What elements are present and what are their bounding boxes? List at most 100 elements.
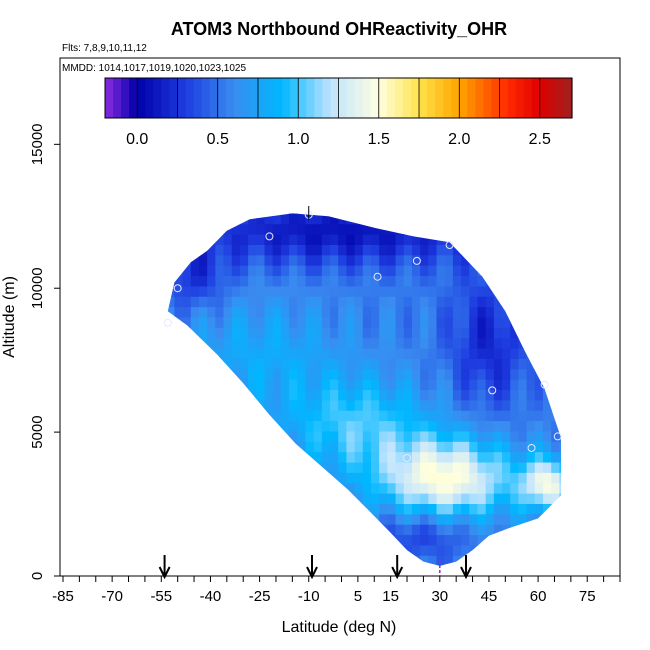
heatmap-cell — [543, 513, 552, 525]
colorbar-segment — [483, 78, 493, 118]
heatmap-cell — [289, 379, 298, 391]
heatmap-cell — [280, 306, 290, 318]
heatmap-cell — [510, 358, 519, 370]
heatmap-cell — [248, 337, 257, 349]
colorbar-segment — [475, 78, 485, 118]
heatmap-cell — [370, 306, 380, 318]
heatmap-cell — [387, 441, 397, 453]
heatmap-cell — [215, 285, 225, 297]
heatmap-cell — [166, 193, 175, 204]
heatmap-cell — [395, 462, 405, 473]
heatmap-cell — [174, 503, 184, 515]
heatmap-cell — [182, 410, 192, 422]
heatmap-cell — [370, 451, 380, 463]
heatmap-cell — [231, 368, 241, 380]
heatmap-cell — [428, 441, 438, 453]
heatmap-cell — [256, 234, 265, 245]
heatmap-cell — [502, 462, 511, 473]
heatmap-cell — [551, 503, 560, 515]
heatmap-cell — [461, 306, 470, 318]
heatmap-cell — [182, 472, 192, 484]
heatmap-cell — [190, 565, 200, 566]
heatmap-cell — [436, 213, 446, 214]
sample-point — [488, 386, 497, 395]
heatmap-cell — [559, 493, 562, 504]
heatmap-cell — [281, 193, 290, 204]
heatmap-cell — [190, 430, 200, 442]
heatmap-cell — [215, 234, 225, 245]
heatmap-cell — [198, 524, 208, 536]
heatmap-cell — [502, 213, 511, 214]
heatmap-cell — [338, 368, 347, 380]
heatmap-cell — [272, 451, 282, 463]
heatmap-cell — [264, 213, 274, 225]
heatmap-cell — [297, 420, 306, 432]
heatmap-cell — [289, 296, 298, 308]
colorbar-segment — [201, 78, 211, 118]
heatmap-cell — [518, 296, 528, 308]
heatmap-cell — [428, 389, 438, 401]
heatmap-cell — [158, 493, 167, 504]
heatmap-cell — [534, 213, 544, 214]
heatmap-cell — [411, 493, 421, 504]
heatmap-cell — [551, 441, 560, 453]
heatmap-cell — [239, 348, 249, 359]
heatmap-cell — [510, 482, 519, 494]
heatmap-cell — [559, 317, 562, 328]
heatmap-cell — [321, 482, 331, 494]
heatmap-cell — [256, 544, 265, 556]
heatmap-cell — [248, 285, 257, 297]
heatmap-cell — [477, 223, 487, 235]
heatmap-cell — [362, 565, 372, 566]
heatmap-cell — [215, 213, 225, 225]
heatmap-cell — [167, 503, 175, 515]
heatmap-cell — [420, 306, 429, 318]
heatmap-cell — [256, 534, 265, 546]
heatmap-cell — [527, 193, 536, 204]
heatmap-cell — [411, 337, 421, 349]
heatmap-cell — [362, 368, 372, 380]
heatmap-cell — [305, 379, 315, 391]
heatmap-cell — [272, 223, 282, 235]
heatmap-cell — [436, 544, 446, 556]
flights-label: Flts: 7,8,9,10,11,12 — [62, 43, 147, 54]
colorbar-segment — [467, 78, 476, 118]
heatmap-cell — [321, 265, 331, 277]
heatmap-cell — [395, 472, 405, 484]
heatmap-cell — [534, 337, 544, 349]
heatmap-cell — [297, 379, 306, 391]
y-tick-label: 15000 — [29, 123, 46, 165]
heatmap-cell — [321, 379, 331, 391]
heatmap-cell — [313, 441, 323, 453]
heatmap-cell — [452, 348, 462, 359]
heatmap-cell — [477, 306, 487, 318]
heatmap-cell — [395, 317, 405, 328]
heatmap-cell — [411, 213, 421, 214]
heatmap-cell — [248, 223, 257, 235]
heatmap-cell — [207, 420, 216, 432]
heatmap-cell — [559, 534, 562, 546]
heatmap-cell — [510, 275, 519, 287]
heatmap-cell — [190, 213, 200, 225]
heatmap-cell — [493, 565, 503, 566]
heatmap-cell — [239, 327, 249, 339]
heatmap-cell — [477, 358, 487, 370]
heatmap-cell — [330, 430, 339, 442]
heatmap-cell — [543, 503, 552, 515]
heatmap-cell — [158, 441, 167, 452]
heatmap-cell — [469, 441, 478, 453]
heatmap-cell — [289, 534, 298, 546]
heatmap-cell — [321, 254, 331, 266]
heatmap-cell — [215, 399, 225, 411]
heatmap-cell — [346, 317, 356, 328]
heatmap-cell — [174, 462, 184, 473]
heatmap-cell — [223, 244, 233, 256]
heatmap-cell — [526, 565, 536, 566]
heatmap-cell — [420, 244, 429, 256]
heatmap-cell — [444, 285, 454, 297]
heatmap-cell — [534, 513, 544, 525]
heatmap-cell — [379, 213, 388, 214]
heatmap-cell — [354, 213, 364, 214]
heatmap-cell — [313, 368, 323, 380]
heatmap-cell — [387, 368, 397, 380]
